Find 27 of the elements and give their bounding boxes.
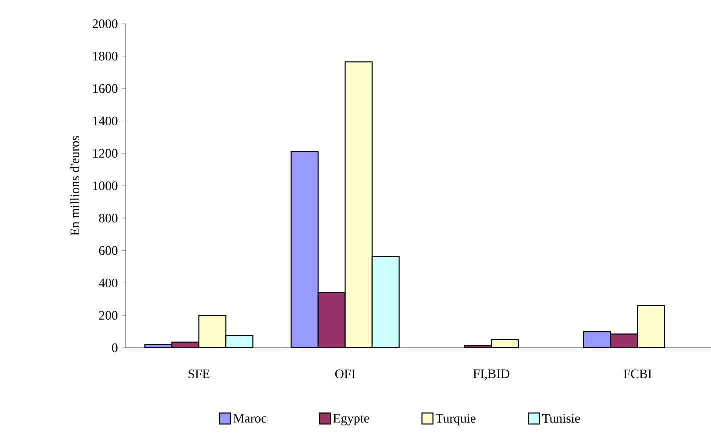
y-tick-label: 2000 (92, 20, 118, 28)
bar (290, 151, 319, 348)
y-tick-label: 1200 (93, 149, 118, 158)
legend-label: Egypte (333, 414, 370, 426)
y-tick-label: 1000 (93, 182, 118, 190)
x-tick-label: FI,BID (473, 370, 510, 380)
legend-label: Maroc (234, 414, 267, 423)
bar (318, 292, 346, 348)
x-tick-label: OFI (335, 370, 356, 378)
y-tick-label: 0 (112, 344, 118, 352)
bar (610, 334, 638, 348)
y-tick-label: 800 (99, 214, 118, 223)
bar (198, 315, 227, 348)
y-tick-label: 1400 (93, 116, 118, 126)
y-tick-label: 1600 (93, 84, 118, 94)
y-axis-title: En millions d'euros (70, 136, 80, 236)
bar (372, 256, 400, 348)
x-tick-label: SFE (188, 370, 210, 378)
legend-label: Tunisie (542, 414, 580, 423)
bar (344, 62, 373, 348)
y-tick-label: 200 (99, 311, 118, 320)
bar (637, 305, 666, 348)
y-tick-label: 1800 (93, 52, 118, 61)
x-tick-label: FCBI (624, 370, 652, 378)
y-tick-label: 600 (99, 246, 118, 256)
legend-label: Turquie (436, 414, 476, 426)
y-tick-label: 400 (99, 278, 118, 288)
